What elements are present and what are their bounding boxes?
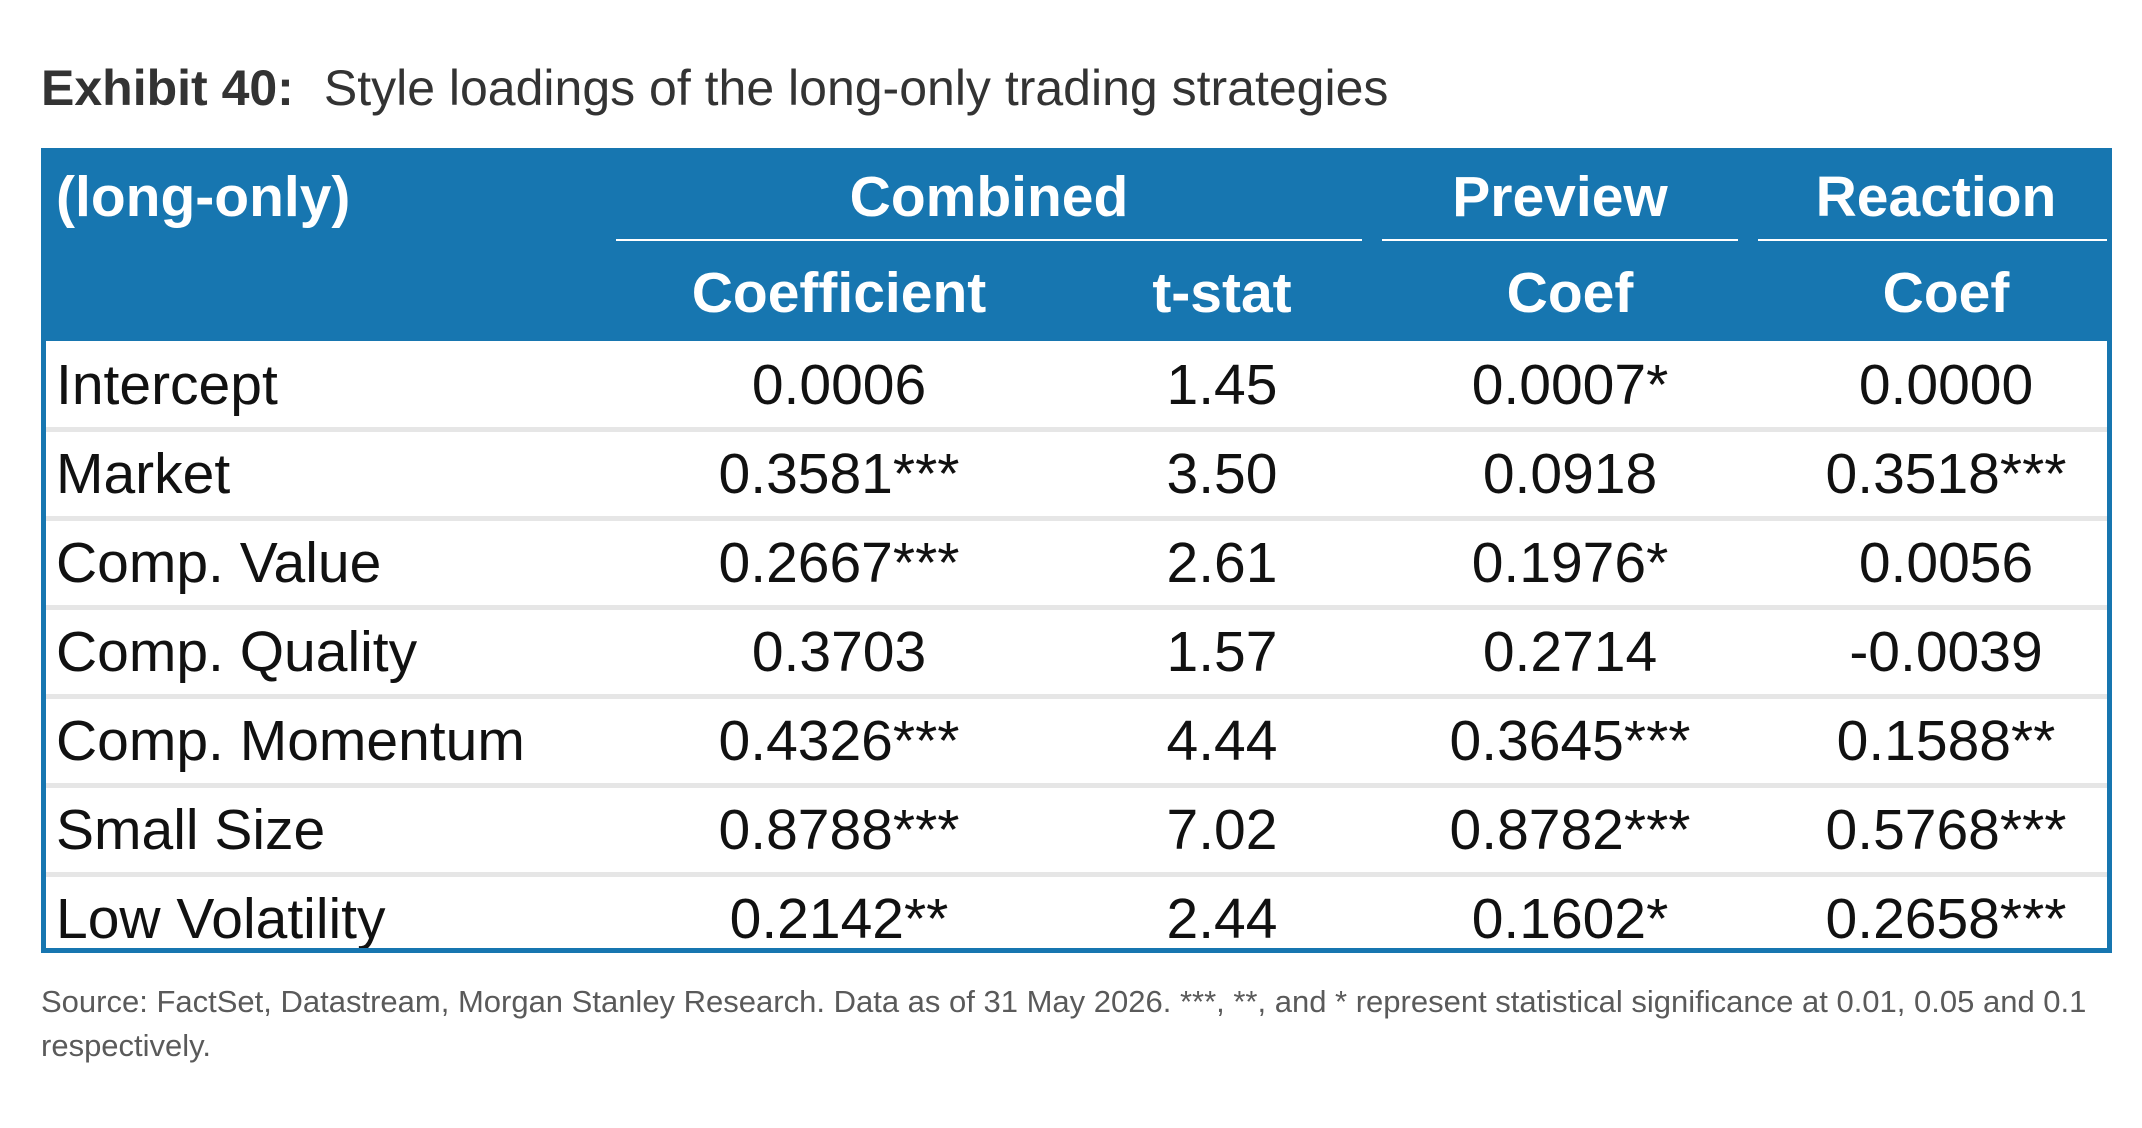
table-row: Small Size 0.8788*** 7.02 0.8782*** 0.57… [46,788,2107,872]
exhibit-number: Exhibit 40: [41,60,294,116]
row-divider [46,516,2107,521]
column-header-t-stat: t-stat [1152,261,1292,325]
combined-coefficient-cell: 0.0006 [751,353,927,417]
combined-t-stat-cell: 2.44 [1166,887,1278,951]
reaction-coef-cell: 0.2658*** [1825,887,2067,951]
row-label: Comp. Momentum [56,709,525,773]
combined-coefficient-cell: 0.2142** [729,887,949,951]
reaction-coef-cell: 0.1588** [1836,709,2056,773]
column-header-coefficient: Coefficient [691,261,987,325]
combined-t-stat-cell: 1.45 [1166,353,1278,417]
group-underline-combined [616,239,1362,241]
table-row: Comp. Momentum 0.4326*** 4.44 0.3645*** … [46,699,2107,783]
combined-t-stat-cell: 1.57 [1166,620,1278,684]
reaction-coef-cell: 0.0000 [1858,353,2034,417]
group-underline-reaction [1758,239,2107,241]
exhibit-caption: Style loadings of the long-only trading … [323,60,1389,116]
preview-coef-cell: 0.1602* [1471,887,1669,951]
combined-coefficient-cell: 0.3703 [751,620,927,684]
row-label: Low Volatility [56,887,386,951]
reaction-coef-cell: -0.0039 [1849,620,2043,684]
group-header-combined: Combined [849,165,1129,229]
preview-coef-cell: 0.0007* [1471,353,1669,417]
row-label: Intercept [56,353,278,417]
row-divider [46,872,2107,877]
corner-label: (long-only) [56,165,351,229]
group-header-preview: Preview [1452,165,1668,229]
exhibit-title: Exhibit 40: Style loadings of the long-on… [41,52,1388,124]
reaction-coef-cell: 0.5768*** [1825,798,2067,862]
row-label: Comp. Quality [56,620,418,684]
column-header-reaction-coef: Coef [1882,261,2010,325]
table-row: Market 0.3581*** 3.50 0.0918 0.3518*** [46,432,2107,516]
preview-coef-cell: 0.3645*** [1449,709,1691,773]
row-divider [46,605,2107,610]
table-row: Comp. Quality 0.3703 1.57 0.2714 -0.0039 [46,610,2107,694]
preview-coef-cell: 0.8782*** [1449,798,1691,862]
combined-t-stat-cell: 7.02 [1166,798,1278,862]
preview-coef-cell: 0.2714 [1482,620,1658,684]
row-label: Small Size [56,798,326,862]
row-divider [46,427,2107,432]
style-loadings-table: (long-only) Combined Preview Reaction Co… [41,148,2112,953]
preview-coef-cell: 0.0918 [1482,442,1658,506]
row-divider [46,783,2107,788]
table-row: Low Volatility 0.2142** 2.44 0.1602* 0.2… [46,877,2107,951]
reaction-coef-cell: 0.0056 [1858,531,2034,595]
column-header-preview-coef: Coef [1506,261,1634,325]
combined-coefficient-cell: 0.8788*** [718,798,960,862]
row-label: Market [56,442,231,506]
combined-coefficient-cell: 0.4326*** [718,709,960,773]
combined-coefficient-cell: 0.3581*** [718,442,960,506]
row-divider [46,694,2107,699]
group-underline-preview [1382,239,1738,241]
table-header: (long-only) Combined Preview Reaction Co… [46,153,2107,341]
combined-t-stat-cell: 2.61 [1166,531,1278,595]
preview-coef-cell: 0.1976* [1471,531,1669,595]
combined-coefficient-cell: 0.2667*** [718,531,960,595]
row-label: Comp. Value [56,531,382,595]
table-row: Intercept 0.0006 1.45 0.0007* 0.0000 [46,343,2107,427]
combined-t-stat-cell: 3.50 [1166,442,1278,506]
group-header-reaction: Reaction [1815,165,2057,229]
source-note: Source: FactSet, Datastream, Morgan Stan… [41,984,2087,1063]
reaction-coef-cell: 0.3518*** [1825,442,2067,506]
table-row: Comp. Value 0.2667*** 2.61 0.1976* 0.005… [46,521,2107,605]
combined-t-stat-cell: 4.44 [1166,709,1278,773]
